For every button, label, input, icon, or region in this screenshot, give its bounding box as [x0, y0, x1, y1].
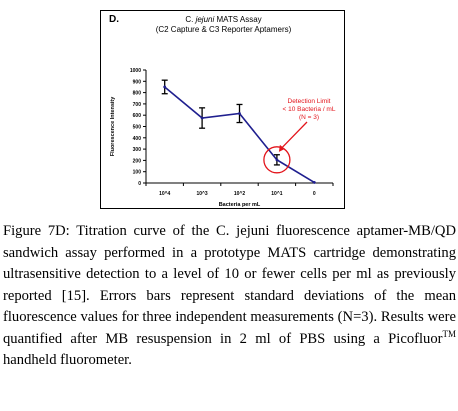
y-axis-label: Fluorescence Intensity	[110, 96, 116, 157]
data-point	[275, 158, 279, 162]
x-tick-label: 10^3	[196, 191, 207, 197]
annotation-line1: Detection Limit	[288, 98, 331, 105]
y-tick-label: 800	[133, 91, 142, 97]
data-point	[200, 116, 204, 120]
chart-title-prefix: C.	[185, 15, 196, 24]
trademark-superscript: TM	[442, 328, 457, 339]
y-tick-label: 300	[133, 147, 142, 153]
y-tick-label: 900	[133, 79, 142, 85]
y-tick-label: 200	[133, 158, 142, 164]
chart-title: C. jejuni MATS Assay (C2 Capture & C3 Re…	[101, 15, 346, 35]
chart-title-line1: C. jejuni MATS Assay	[101, 15, 346, 25]
line-chart: 0 100 200 300 400 500 600 700 800 900 1000 10^4 10^3…	[110, 68, 336, 208]
annotation-line2: < 10 Bacteria / mL	[283, 106, 336, 113]
panel-label: D.	[109, 14, 119, 25]
data-point	[238, 112, 241, 115]
chart-title-italic: jejuni	[195, 15, 215, 24]
caption-label: Figure 7D:	[3, 223, 70, 239]
annotation-line3: (N = 3)	[299, 114, 319, 121]
caption-text: Titration curve of the C. jejuni fluores…	[3, 223, 456, 347]
chart-title-suffix: MATS Assay	[214, 15, 262, 24]
x-tick-label: 10^1	[271, 191, 282, 197]
data-point	[312, 181, 316, 184]
x-axis-label: Bacteria per mL	[219, 202, 261, 208]
detection-limit-circle	[263, 146, 291, 174]
caption-text-end: handheld fluorometer.	[3, 352, 132, 368]
y-tick-label: 400	[133, 136, 142, 142]
y-tick-label: 100	[133, 170, 142, 176]
chart-subtitle: (C2 Capture & C3 Reporter Aptamers)	[155, 25, 292, 34]
annotation-arrow	[280, 121, 308, 150]
y-tick-label: 0	[138, 181, 141, 187]
x-tick-label: 0	[313, 191, 316, 197]
y-tick-label: 700	[133, 102, 142, 108]
x-tick-label: 10^2	[234, 191, 245, 197]
figure-panel: D. C. jejuni MATS Assay (C2 Capture & C3…	[100, 10, 345, 209]
annotation-arrowhead	[278, 144, 285, 152]
y-tick-label: 1000	[130, 68, 141, 74]
data-point	[163, 85, 167, 89]
y-tick-label: 600	[133, 113, 142, 119]
figure-caption: Figure 7D: Titration curve of the C. jej…	[3, 221, 456, 372]
x-tick-label: 10^4	[159, 191, 170, 197]
y-tick-label: 500	[133, 125, 142, 131]
